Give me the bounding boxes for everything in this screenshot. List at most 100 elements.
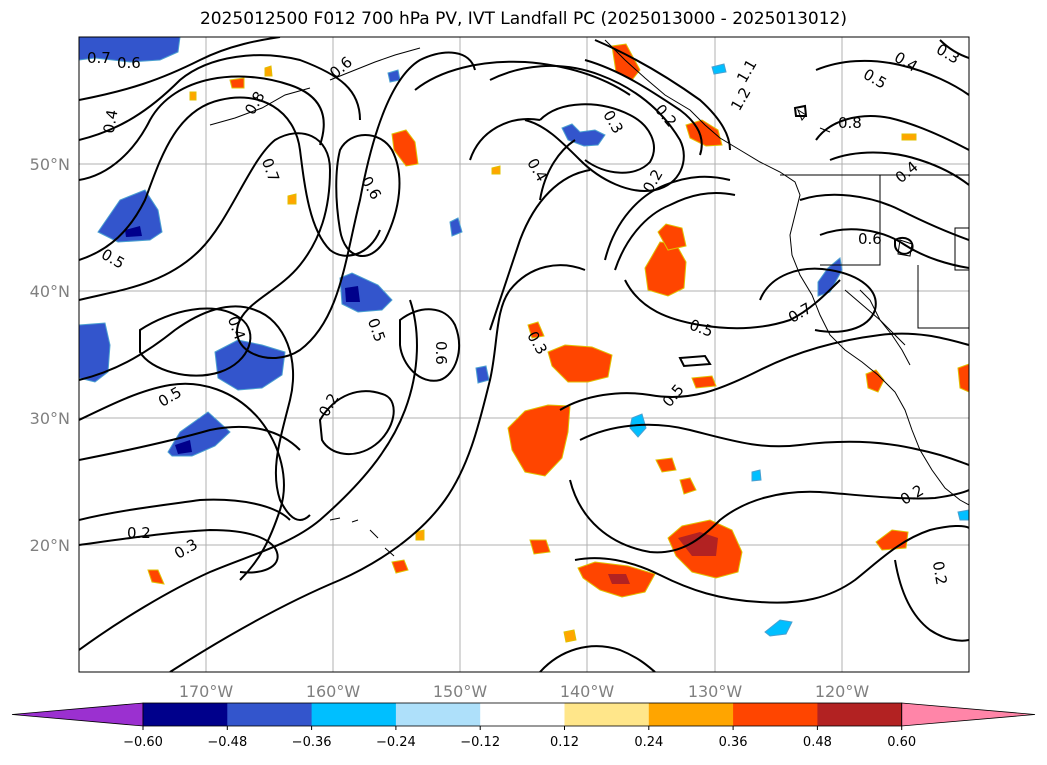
pos-blob bbox=[391, 559, 409, 574]
pos-blob bbox=[679, 477, 697, 495]
neg-blob bbox=[711, 63, 727, 75]
neg-blob bbox=[449, 217, 463, 237]
contour-label: 0.6 bbox=[858, 230, 882, 248]
contour-line bbox=[539, 139, 576, 201]
colorbar-tick-label: 0.24 bbox=[634, 735, 663, 750]
lon-label: 120°W bbox=[815, 682, 870, 701]
contour-label: 0.5 bbox=[364, 316, 389, 345]
contour-line bbox=[939, 39, 969, 59]
colorbar-tick-label: −0.36 bbox=[292, 735, 332, 750]
colorbar-extend-low bbox=[11, 702, 144, 727]
colorbar-tick-label: 0.12 bbox=[550, 735, 579, 750]
contour-line bbox=[594, 39, 731, 151]
lat-label: 40°N bbox=[30, 282, 70, 301]
pos-blob bbox=[957, 363, 969, 393]
contour-line bbox=[79, 51, 476, 360]
lon-label: 170°W bbox=[179, 682, 234, 701]
contour-line bbox=[614, 192, 736, 271]
contour-line bbox=[894, 237, 914, 255]
colorbar-tick-label: −0.12 bbox=[460, 735, 500, 750]
colorbar-segment bbox=[395, 703, 481, 726]
contour-line bbox=[799, 193, 969, 241]
colorbar: −0.60 −0.48 −0.36 −0.24 −0.12 0.12 0.24 0.36 0.4… bbox=[11, 702, 1036, 750]
lon-label: 130°W bbox=[688, 682, 743, 701]
contour-label: 0.4 bbox=[892, 158, 922, 187]
contour-label: 0.3 bbox=[171, 535, 201, 563]
colorbar-segment bbox=[733, 703, 818, 726]
contour-label: 0.8 bbox=[838, 114, 862, 132]
contour-line bbox=[414, 60, 631, 96]
contour-label: 0.2 bbox=[897, 481, 927, 509]
pos-blob bbox=[547, 344, 613, 383]
neg-blob bbox=[751, 469, 762, 482]
contour-line bbox=[624, 279, 841, 330]
contour-label: 0.7 bbox=[87, 49, 111, 67]
colorbar-segment bbox=[311, 703, 397, 726]
pos-blob bbox=[264, 65, 273, 77]
pos-blob bbox=[865, 369, 885, 393]
contour-label: 0.5 bbox=[687, 316, 716, 341]
neg-blob-core bbox=[125, 226, 142, 237]
contour-line bbox=[79, 37, 281, 101]
contour-label: 1.1 bbox=[733, 56, 761, 86]
lat-label: 20°N bbox=[30, 536, 70, 555]
contour-line bbox=[539, 103, 655, 174]
pos-blob bbox=[491, 165, 501, 175]
contour-label: 0.4 bbox=[891, 48, 921, 76]
neg-blob bbox=[561, 123, 606, 147]
map-area bbox=[79, 37, 969, 672]
contour-label: 1.2 bbox=[727, 84, 755, 114]
contour-line bbox=[79, 96, 381, 261]
contour-line bbox=[79, 425, 301, 461]
colorbar-tick-label: 0.60 bbox=[887, 735, 916, 750]
contour-line bbox=[574, 524, 969, 604]
pos-blob bbox=[189, 91, 197, 101]
neg-blob bbox=[339, 272, 393, 313]
contour-line bbox=[604, 175, 731, 261]
contour-line bbox=[815, 115, 969, 151]
colorbar-segment bbox=[480, 703, 565, 726]
contour-line bbox=[79, 299, 418, 651]
neg-blob bbox=[817, 257, 843, 297]
contour-line bbox=[559, 332, 969, 411]
contour-label: 0.5 bbox=[659, 381, 688, 411]
colorbar-segment bbox=[227, 703, 313, 726]
contour-line bbox=[139, 307, 252, 377]
colorbar-tick-label: −0.48 bbox=[207, 735, 247, 750]
contour-line bbox=[489, 65, 685, 192]
neg-blob bbox=[475, 365, 490, 384]
neg-blob bbox=[387, 69, 401, 83]
pos-blob bbox=[563, 629, 577, 643]
neg-blob bbox=[214, 339, 286, 391]
pos-blob bbox=[901, 133, 917, 141]
colorbar-tick-label: 0.36 bbox=[719, 735, 748, 750]
pos-blob bbox=[287, 193, 297, 205]
colorbar-extend-high bbox=[901, 702, 1036, 727]
contour-line bbox=[318, 390, 395, 456]
pos-blob bbox=[415, 529, 425, 541]
contour-line bbox=[793, 104, 808, 117]
contour-label: 0.7 bbox=[785, 299, 815, 327]
pos-blob bbox=[611, 43, 641, 81]
lon-label: 150°W bbox=[433, 682, 488, 701]
contour-line bbox=[79, 382, 285, 581]
pos-blob bbox=[691, 375, 717, 389]
contour-label: 0.6 bbox=[357, 173, 385, 203]
colorbar-frame bbox=[142, 702, 903, 727]
contour-line bbox=[169, 264, 586, 672]
pos-blob bbox=[657, 223, 687, 251]
colorbar-tick-label: −0.24 bbox=[376, 735, 416, 750]
neg-blob-core bbox=[345, 286, 360, 302]
contour-line bbox=[79, 54, 361, 141]
contour-labels: 0.7 0.6 0.4 0.8 0.7 0.6 0.5 0.4 0.5 0.5 … bbox=[87, 40, 963, 586]
contour-line bbox=[815, 59, 969, 96]
coastlines bbox=[209, 39, 969, 557]
pos-blob bbox=[655, 457, 677, 473]
pos-blob bbox=[507, 404, 571, 477]
contour-line bbox=[539, 645, 656, 672]
neg-blob-core bbox=[175, 440, 192, 454]
contour-label: 0.5 bbox=[860, 65, 890, 93]
contour-line bbox=[489, 169, 591, 331]
pos-blob-core bbox=[608, 574, 630, 584]
